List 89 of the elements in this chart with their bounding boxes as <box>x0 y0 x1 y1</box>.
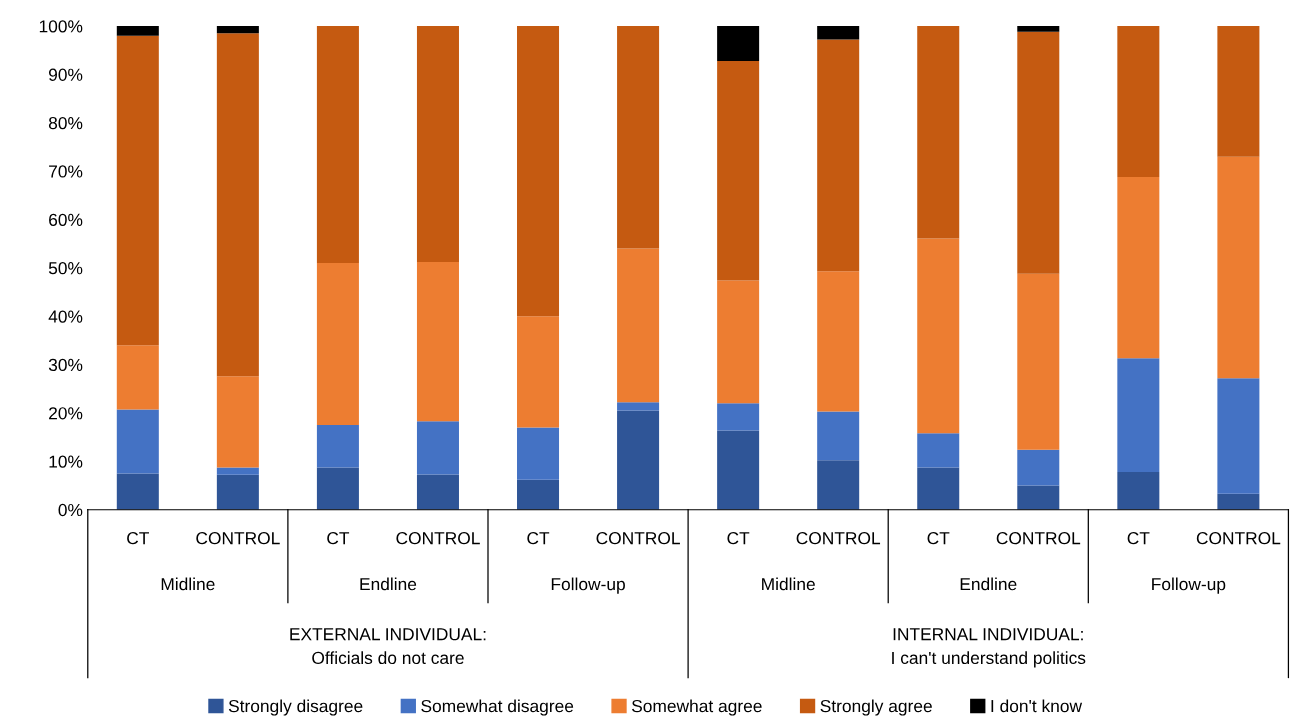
y-tick-label: 40% <box>48 310 83 323</box>
bar <box>416 474 459 510</box>
bar <box>216 33 259 377</box>
x-tick-label: CT <box>1127 532 1150 545</box>
x-tick-label: CONTROL <box>196 532 280 545</box>
bar <box>416 421 459 475</box>
bar <box>1217 26 1260 157</box>
bar <box>817 26 860 40</box>
bar <box>617 248 660 403</box>
text: EXTERNAL INDIVIDUAL: Officials do not care <box>290 628 486 665</box>
text: INTERNAL INDIVIDUAL: I can't understand politics <box>892 628 1086 668</box>
bar <box>517 479 560 510</box>
bar <box>316 263 359 426</box>
x-tick-label: CT <box>527 532 550 545</box>
bar <box>917 238 960 434</box>
bar <box>216 376 259 468</box>
bar <box>717 60 760 281</box>
bar <box>617 410 660 510</box>
bar <box>817 460 860 510</box>
bar <box>717 26 760 61</box>
text: Midline <box>161 577 215 591</box>
y-tick-label: 0% <box>58 503 83 517</box>
bar <box>617 26 660 249</box>
x-tick-label: CT <box>127 532 149 545</box>
bar <box>1017 273 1060 450</box>
y-tick-label: 10% <box>49 455 83 468</box>
bar <box>1217 493 1260 510</box>
bar <box>617 402 660 411</box>
bar <box>1117 358 1160 472</box>
bar <box>517 26 560 317</box>
text: Follow-up <box>551 577 625 594</box>
text: Endline <box>360 577 417 591</box>
bar <box>116 35 159 346</box>
text: Endline <box>960 577 1017 591</box>
bar <box>316 26 359 264</box>
x-tick-label: CONTROL <box>596 532 680 545</box>
y-tick-label: 30% <box>48 358 83 372</box>
bar <box>1217 378 1260 494</box>
bar <box>917 467 960 510</box>
bar <box>817 271 860 412</box>
bar <box>116 409 159 474</box>
y-tick-label: 90% <box>48 68 83 81</box>
bar <box>316 425 359 468</box>
bar <box>817 39 860 272</box>
x-tick-label: CT <box>727 532 750 545</box>
bar <box>917 26 960 239</box>
x-tick-label: CONTROL <box>1196 532 1281 545</box>
bar <box>1217 156 1260 379</box>
bar <box>717 403 760 431</box>
bar <box>1117 26 1160 177</box>
x-tick-label: CONTROL <box>396 532 480 545</box>
bar <box>416 26 459 263</box>
bar <box>1017 485 1060 510</box>
legend-label: I don't know <box>991 699 1083 713</box>
bar <box>717 280 760 404</box>
bar <box>1017 26 1060 32</box>
legend-label: Strongly agree <box>820 699 932 716</box>
legend-label: Somewhat agree <box>631 699 762 716</box>
x-tick-label: CT <box>927 532 950 545</box>
bar <box>116 473 159 510</box>
y-tick-label: 60% <box>49 213 83 226</box>
bar <box>1117 176 1160 359</box>
y-tick-label: 70% <box>49 165 83 178</box>
y-tick-label: 20% <box>49 407 83 420</box>
bar <box>817 411 860 461</box>
text: Midline <box>762 577 815 591</box>
bar <box>517 427 560 480</box>
y-tick-label: 100% <box>39 20 83 33</box>
bar <box>1017 449 1060 486</box>
bar <box>1117 471 1160 510</box>
x-tick-label: CONTROL <box>996 532 1081 545</box>
bar <box>917 433 960 468</box>
legend-label: Somewhat disagree <box>421 699 574 716</box>
y-tick-label: 50% <box>48 262 83 275</box>
y-tick-label: 80% <box>48 116 83 130</box>
x-tick-label: CT <box>327 532 350 545</box>
bar <box>216 474 259 510</box>
bar <box>717 430 760 510</box>
legend-label: Strongly disagree <box>228 699 363 716</box>
bar <box>116 26 159 36</box>
x-tick-label: CONTROL <box>796 532 881 545</box>
bar <box>216 26 259 34</box>
bar <box>416 262 459 422</box>
bar <box>1017 31 1060 274</box>
text: Follow-up <box>1152 577 1226 594</box>
bar <box>517 316 560 428</box>
bar <box>116 345 159 410</box>
bar <box>316 467 359 510</box>
bar <box>216 467 259 475</box>
